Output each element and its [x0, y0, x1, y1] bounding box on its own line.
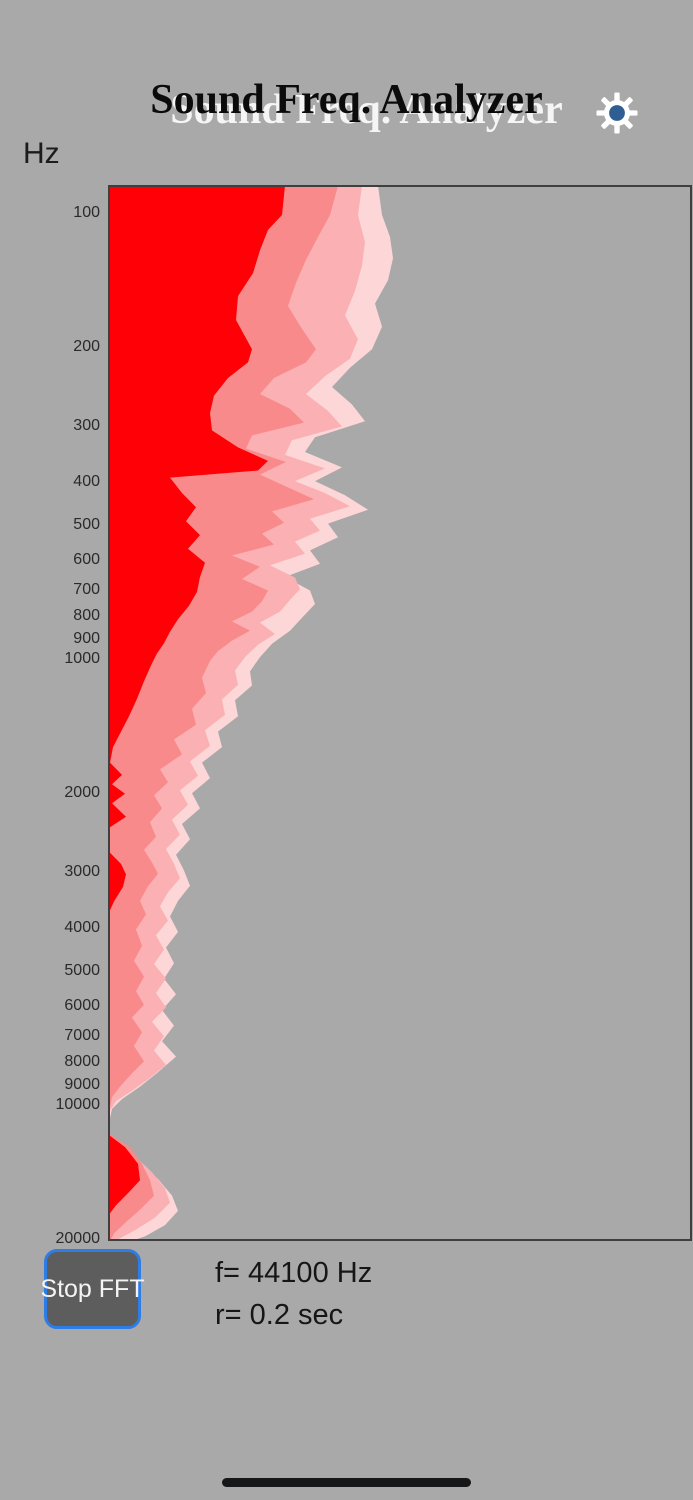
page-title: Sound Freq. Analyzer	[150, 77, 543, 123]
axis-unit-label: Hz	[23, 137, 60, 170]
axis-tick-label: 700	[73, 580, 100, 598]
spectrum-trace-newest-frame	[110, 187, 285, 1239]
settings-button[interactable]	[595, 91, 639, 135]
spectrum-svg	[110, 187, 393, 1239]
axis-tick-label: 400	[73, 472, 100, 490]
axis-tick-label: 8000	[64, 1052, 100, 1070]
axis-tick-label: 900	[73, 629, 100, 647]
axis-tick-labels: 100 200 300 400 500 600 700 800 900 1000 2000 3000 4…	[0, 185, 101, 1247]
axis-tick-label: 9000	[64, 1075, 100, 1093]
refresh-rate-text: r= 0.2 sec	[215, 1299, 344, 1331]
stop-fft-button[interactable]: Stop FFT	[40, 1249, 145, 1329]
axis-tick-label: 4000	[64, 918, 100, 936]
gear-icon	[595, 92, 639, 139]
axis-tick-label: 7000	[64, 1026, 100, 1044]
spectrum-chart	[108, 185, 692, 1241]
axis-tick-label: 6000	[64, 997, 100, 1015]
home-indicator-bar[interactable]	[222, 1478, 471, 1487]
sample-rate-text: f= 44100 Hz	[215, 1257, 373, 1289]
status-readout: f= 44100 Hz r= 0.2 sec	[215, 1252, 372, 1336]
axis-tick-label: 800	[73, 606, 100, 624]
axis-tick-label: 200	[73, 338, 100, 356]
axis-tick-label: 300	[73, 416, 100, 434]
axis-tick-label: 10000	[55, 1096, 101, 1113]
axis-tick-label: 100	[73, 204, 100, 221]
axis-tick-label: 2000	[64, 784, 100, 802]
axis-tick-label: 500	[73, 515, 100, 533]
axis-tick-label: 3000	[64, 862, 100, 880]
axis-tick-label: 5000	[64, 961, 100, 979]
axis-tick-label: 20000	[55, 1230, 101, 1248]
axis-tick-label: 600	[73, 551, 100, 569]
axis-tick-label: 1000	[64, 650, 100, 667]
